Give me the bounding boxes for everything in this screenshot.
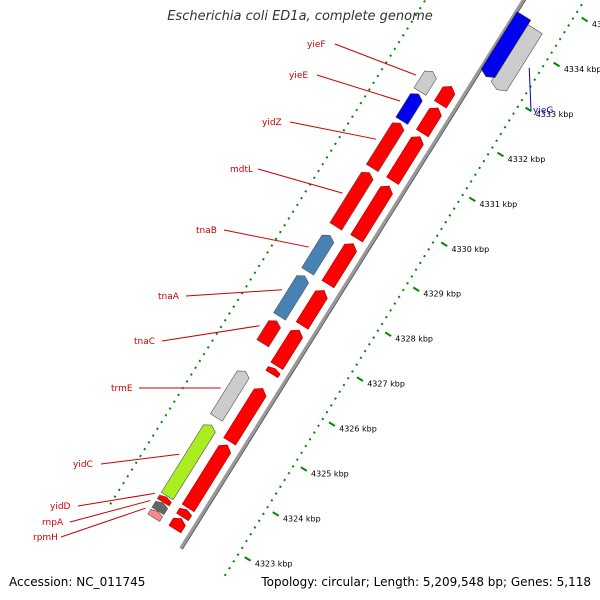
forward-gene-arrow[interactable] (321, 243, 357, 289)
forward-gene-arrow[interactable] (168, 517, 186, 534)
scale-tick-label: 4326 kbp (339, 425, 377, 434)
gene-label-tnaB[interactable]: tnaB (196, 226, 217, 236)
scale-tick (468, 196, 476, 203)
scale-tick (412, 286, 420, 292)
scale-tick (244, 556, 252, 562)
forward-gene-arrow[interactable] (350, 185, 393, 243)
scale-tick (525, 106, 533, 113)
gene-label-leader (289, 121, 377, 140)
forward-gene-arrow[interactable] (415, 107, 442, 138)
scale-tick-label: 4325 kbp (311, 470, 349, 479)
gene-yieF[interactable] (413, 70, 437, 96)
gene-yidZ[interactable] (365, 122, 405, 173)
scale-tick-label: 4331 kbp (480, 200, 518, 209)
backbone-line (179, 0, 525, 550)
forward-gene-arrow[interactable] (265, 366, 281, 379)
gene-tnaC[interactable] (256, 320, 281, 348)
forward-gene-arrow[interactable] (223, 388, 267, 446)
gene-trmE[interactable] (209, 370, 250, 422)
scale-tick-label: 4334 kbp (564, 65, 600, 74)
scale-tick (328, 421, 336, 427)
gene-label-yieE[interactable]: yieE (289, 71, 308, 81)
gene-label-leader (334, 43, 417, 76)
scale-tick (496, 151, 504, 158)
forward-gene-arrow[interactable] (181, 444, 232, 513)
gene-label-yieF[interactable]: yieF (307, 40, 326, 50)
gene-mdtL[interactable] (329, 171, 374, 231)
gene-label-rnpA[interactable]: rnpA (42, 518, 64, 528)
gene-label-leader (223, 229, 309, 248)
forward-gene-arrow[interactable] (176, 507, 192, 522)
scale-tick-label: 4332 kbp (508, 155, 546, 164)
scale-tick (384, 331, 392, 337)
gene-label-leader (60, 507, 146, 538)
gene-label-mdtL[interactable]: mdtL (230, 165, 253, 175)
gene-label-yidZ[interactable]: yidZ (262, 118, 282, 128)
forward-gene-arrow[interactable] (270, 329, 303, 371)
scale-tick-label: 4328 kbp (395, 335, 433, 344)
scale-tick (581, 16, 589, 23)
scale-tick (553, 61, 561, 68)
scale-tick (300, 466, 308, 472)
scale-tick-label: 4329 kbp (423, 290, 461, 299)
forward-gene-arrow[interactable] (433, 86, 456, 109)
gene-label-yidD[interactable]: yidD (50, 502, 71, 512)
genome-title: Escherichia coli ED1a, complete genome (167, 9, 433, 24)
accession-text: Accession: NC_011745 (9, 575, 146, 589)
gene-label-trmE[interactable]: trmE (111, 384, 133, 394)
gene-label-leader (77, 492, 155, 507)
inner-dotted-track (223, 0, 586, 577)
gene-label-leader (316, 74, 401, 102)
gene-label-leader (100, 453, 180, 465)
gene-rnpA[interactable] (151, 500, 169, 516)
gene-label-leader (528, 67, 532, 111)
gene-yieG[interactable] (490, 23, 543, 92)
forward-gene-arrow[interactable] (295, 290, 328, 330)
scale-tick-label: 4324 kbp (283, 514, 321, 523)
scale-tick (356, 376, 364, 382)
gene-rpmH[interactable] (147, 509, 163, 522)
gene-label-yidC[interactable]: yidC (73, 460, 93, 470)
gene-tnaB[interactable] (301, 234, 335, 276)
gene-label-leader (69, 500, 151, 523)
gene-label-yieG[interactable]: yieG (533, 106, 553, 116)
gene-label-tnaA[interactable]: tnaA (158, 292, 180, 302)
scale-tick-label: 4333 kbp (536, 110, 574, 119)
gene-label-rpmH[interactable]: rpmH (33, 533, 58, 543)
gene-tnaA[interactable] (273, 275, 309, 321)
gene-label-leader (257, 168, 343, 194)
scale-tick (440, 241, 448, 247)
gene-yidC[interactable] (160, 424, 216, 501)
scale-tick-label: 4330 kbp (451, 245, 489, 254)
gene-yieE[interactable] (395, 93, 423, 125)
scale-tick-label: 4323 kbp (255, 559, 293, 568)
forward-gene-arrow[interactable] (386, 136, 424, 185)
scale-tick-label: 4327 kbp (367, 380, 405, 389)
gene-label-tnaC[interactable]: tnaC (134, 337, 155, 347)
gene-yidD[interactable] (156, 494, 172, 507)
scale-tick-label: 4335 kbp (592, 20, 600, 29)
topology-text: Topology: circular; Length: 5,209,548 bp… (261, 575, 591, 589)
scale-tick (272, 511, 280, 517)
gene-label-leader (161, 325, 260, 342)
reverse-gene-arrow[interactable] (480, 11, 532, 78)
outer-dotted-track (109, 0, 427, 505)
gene-label-leader (185, 289, 283, 297)
